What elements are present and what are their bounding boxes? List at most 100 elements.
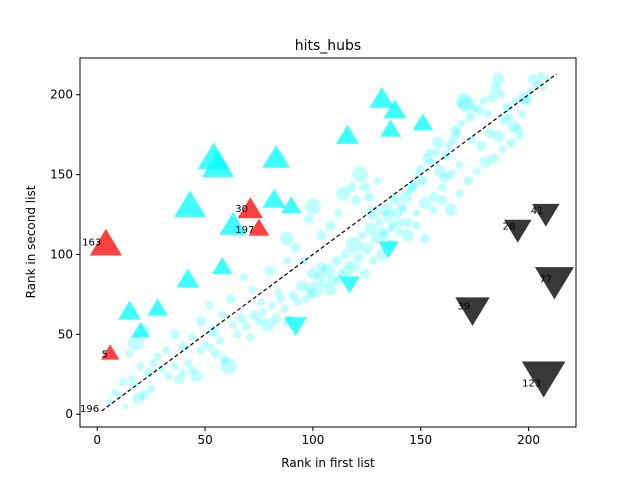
cyan-triangle-up-point — [262, 144, 291, 168]
black-triangle-down-point — [455, 297, 490, 326]
point-annotation: 163 — [82, 238, 101, 249]
cyan-circle-point — [518, 109, 527, 118]
cyan-circle-point — [314, 271, 325, 282]
cyan-circle-point — [445, 169, 456, 180]
cyan-triangle-up-point — [412, 113, 434, 131]
cyan-triangle-up-point — [211, 256, 233, 275]
cyan-triangle-down-point — [378, 241, 399, 259]
cyan-circle-point — [472, 167, 481, 176]
cyan-circle-point — [302, 295, 311, 304]
cyan-circle-point — [305, 287, 316, 298]
cyan-circle-point — [468, 135, 477, 144]
black-triangle-down-point — [503, 219, 532, 243]
cyan-circle-point — [425, 148, 434, 157]
cyan-circle-point — [444, 141, 453, 150]
black-triangle-down-point — [521, 361, 566, 398]
x-tick-label: 200 — [517, 433, 540, 447]
cyan-circle-point — [352, 166, 369, 183]
cyan-circle-point — [395, 228, 404, 237]
cyan-circle-point — [107, 398, 114, 405]
cyan-circle-point — [353, 252, 364, 263]
cyan-circle-point — [229, 320, 238, 329]
cyan-circle-point — [399, 190, 412, 203]
cyan-circle-point — [511, 97, 520, 106]
y-tick-label: 100 — [50, 247, 73, 261]
cyan-circle-point — [369, 256, 378, 265]
black-triangle-down-point — [532, 203, 560, 227]
black-triangle-down-point — [534, 267, 574, 300]
cyan-circle-point — [489, 153, 500, 164]
y-tick-label: 200 — [50, 88, 73, 102]
cyan-circle-point — [470, 103, 479, 112]
cyan-circle-point — [254, 317, 263, 326]
cyan-triangle-up-point — [219, 212, 247, 235]
x-axis-label: Rank in first list — [281, 456, 375, 470]
cyan-circle-point — [492, 130, 505, 143]
x-tick-label: 100 — [301, 433, 324, 447]
red-triangle-up-point — [248, 218, 270, 236]
point-annotation: 123 — [522, 378, 541, 389]
cyan-circle-point — [420, 233, 431, 244]
cyan-circle-point — [169, 329, 180, 340]
cyan-circle-point — [360, 242, 373, 255]
cyan-circle-point — [521, 96, 532, 107]
cyan-circle-point — [457, 119, 466, 128]
cyan-circle-point — [386, 224, 395, 233]
cyan-circle-point — [246, 333, 255, 342]
cyan-circle-point — [431, 136, 444, 149]
cyan-circle-point — [316, 230, 327, 241]
cyan-circle-point — [366, 205, 381, 220]
cyan-circle-point — [382, 210, 395, 223]
cyan-circle-point — [463, 176, 474, 186]
cyan-triangle-up-point — [176, 268, 200, 288]
cyan-circle-point — [242, 322, 251, 331]
cyan-triangle-up-point — [280, 196, 302, 214]
y-tick-label: 150 — [50, 168, 73, 182]
cyan-circle-point — [239, 272, 248, 281]
cyan-circle-point — [249, 310, 260, 321]
cyan-circle-point — [190, 369, 203, 382]
cyan-triangle-up-point — [173, 190, 207, 218]
cyan-triangle-up-point — [380, 119, 401, 137]
cyan-circle-point — [506, 137, 517, 148]
cyan-circle-point — [465, 112, 476, 123]
cyan-triangle-up-point — [147, 298, 168, 316]
cyan-circle-point — [280, 231, 295, 246]
cyan-circle-point — [283, 256, 292, 265]
cyan-triangle-down-point — [284, 317, 308, 337]
cyan-circle-point — [274, 288, 283, 297]
cyan-triangle-up-point — [335, 124, 359, 144]
cyan-circle-point — [178, 342, 189, 353]
cyan-circle-point — [334, 208, 343, 217]
cyan-circle-point — [327, 275, 338, 286]
cyan-circle-point — [276, 295, 285, 304]
cyan-circle-point — [352, 263, 361, 272]
cyan-circle-point — [429, 205, 438, 214]
cyan-circle-point — [225, 294, 236, 305]
cyan-circle-point — [473, 105, 484, 116]
cyan-circle-point — [518, 91, 531, 104]
cyan-circle-point — [501, 102, 512, 113]
cyan-circle-point — [219, 354, 230, 365]
cyan-circle-point — [544, 75, 551, 82]
cyan-circle-point — [428, 191, 439, 202]
cyan-circle-point — [188, 365, 197, 374]
cyan-circle-point — [164, 371, 173, 380]
cyan-circle-point — [147, 384, 156, 393]
cyan-triangle-up-point — [118, 300, 142, 320]
cyan-circle-point — [218, 311, 227, 320]
cyan-circle-point — [336, 186, 351, 201]
cyan-circle-point — [162, 346, 171, 355]
cyan-circle-point — [290, 243, 301, 254]
cyan-circle-point — [127, 375, 136, 384]
cyan-circle-point — [111, 388, 118, 395]
x-tick-label: 50 — [197, 433, 212, 447]
cyan-circle-point — [341, 264, 354, 277]
cyan-circle-point — [427, 157, 436, 166]
cyan-circle-point — [303, 214, 314, 225]
cyan-circle-point — [419, 197, 432, 210]
cyan-circle-point — [264, 265, 275, 276]
cyan-circle-point — [331, 255, 342, 266]
cyan-circle-point — [438, 183, 447, 192]
cyan-circle-point — [370, 233, 381, 244]
